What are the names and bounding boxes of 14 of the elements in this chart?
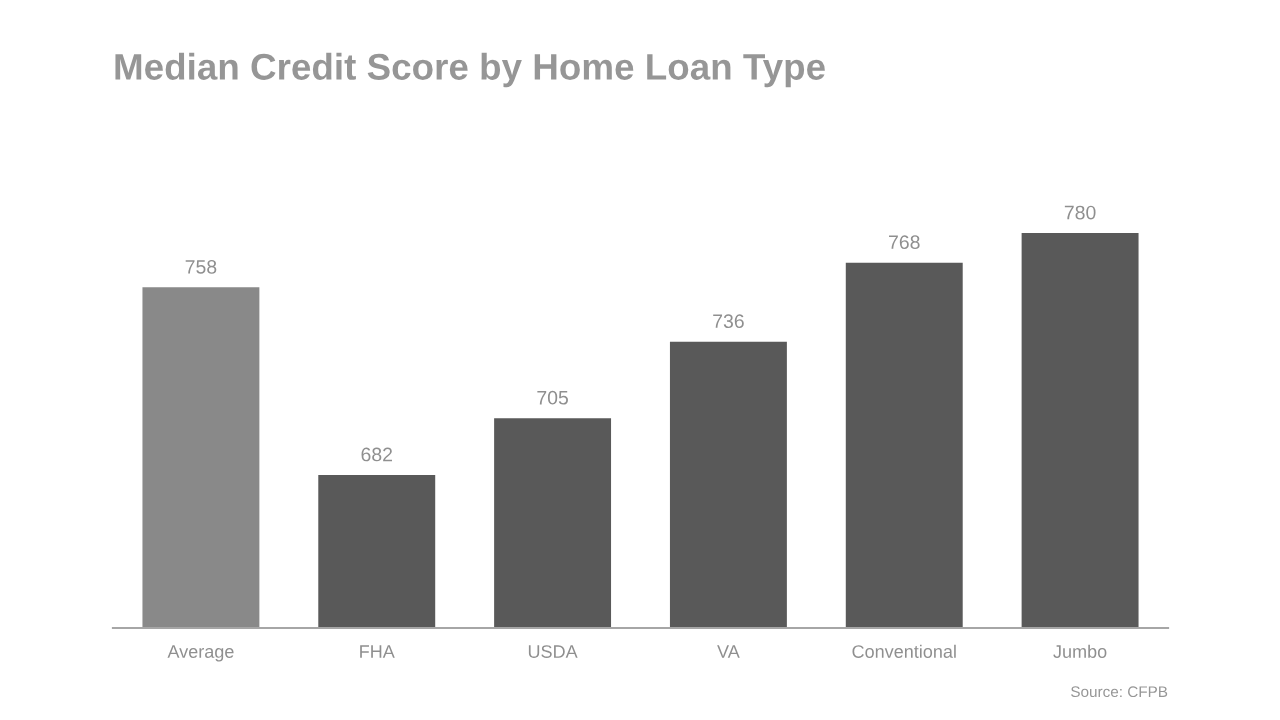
data-label: 705 [537, 390, 568, 405]
x-tick-label: USDA [528, 645, 578, 658]
x-tick-label: VA [717, 645, 740, 658]
data-label: 780 [1064, 205, 1096, 220]
source-note: Source: CFPB [1071, 686, 1168, 698]
data-label: 682 [361, 447, 392, 462]
data-label: 758 [185, 259, 217, 274]
chart-title: Median Credit Score by Home Loan Type [115, 52, 825, 88]
x-tick-label: Average [167, 645, 234, 662]
data-label: 736 [713, 314, 744, 329]
x-tick-label: Jumbo [1053, 644, 1107, 658]
x-tick-label: FHA [360, 645, 395, 658]
data-label: 768 [889, 235, 920, 250]
x-tick-label: Conventional [852, 644, 956, 658]
